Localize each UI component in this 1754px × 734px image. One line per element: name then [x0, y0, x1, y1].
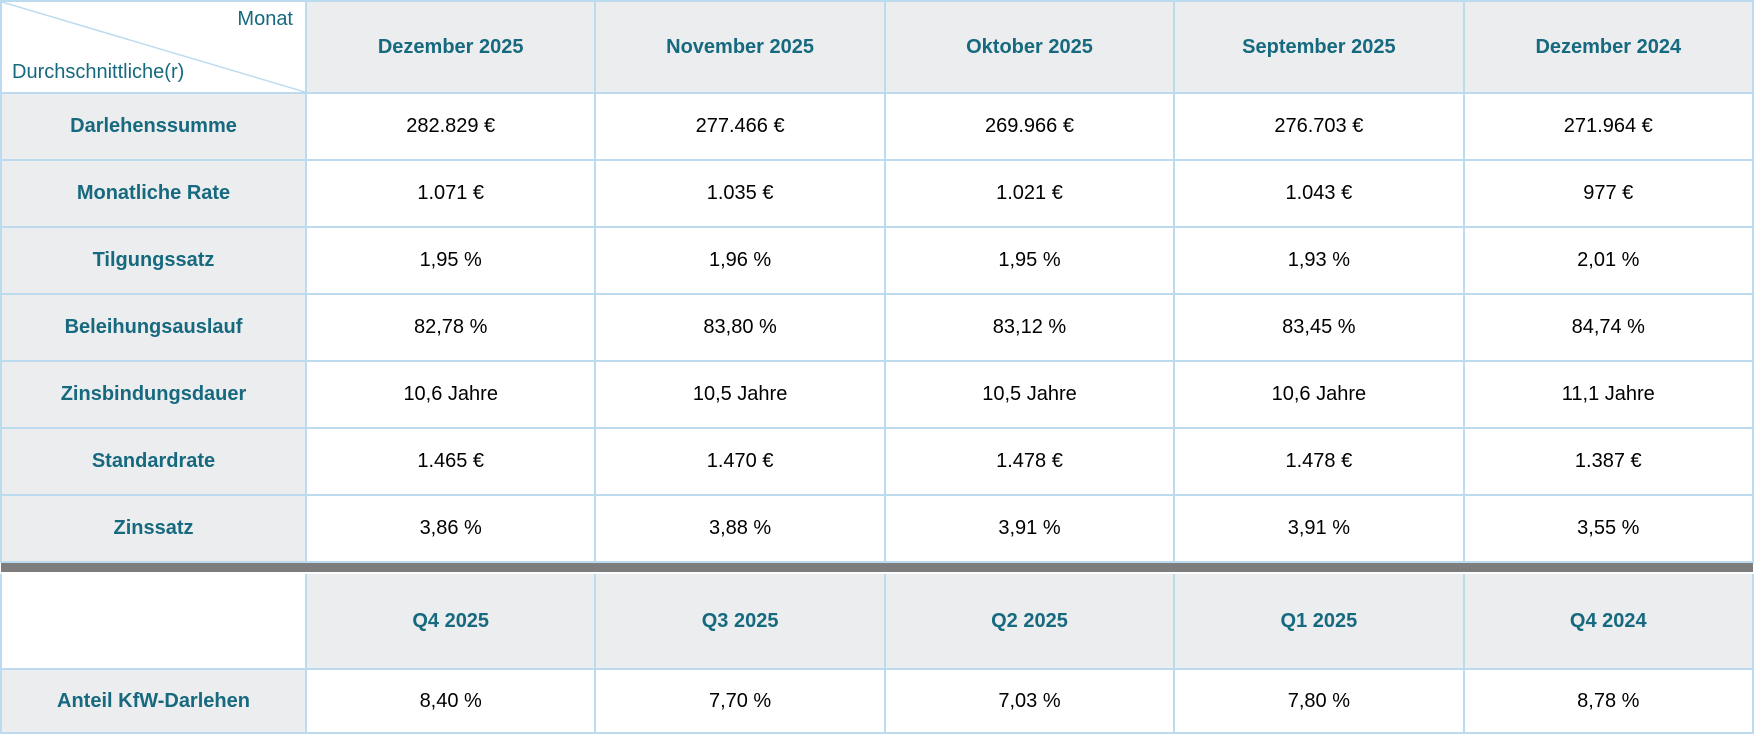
value-cell: 7,80 % [1173, 668, 1465, 734]
quarter-column-header: Q3 2025 [594, 572, 886, 670]
value-cell: 8,78 % [1462, 668, 1754, 734]
month-column-header: Oktober 2025 [883, 0, 1176, 94]
row-label: Tilgungssatz [0, 226, 307, 295]
value-cell: 1,95 % [883, 226, 1176, 295]
value-cell: 8,40 % [304, 668, 597, 734]
table-row: Zinsbindungsdauer 10,6 Jahre 10,5 Jahre … [0, 360, 1754, 429]
section-divider [1, 561, 1753, 574]
quarter-column-header: Q4 2025 [304, 572, 597, 670]
value-cell: 1.071 € [304, 159, 597, 228]
row-label: Anteil KfW-Darlehen [0, 668, 307, 734]
value-cell: 269.966 € [883, 92, 1176, 161]
value-cell: 1.021 € [883, 159, 1176, 228]
diagonal-divider-line [2, 2, 305, 92]
table-row: Monatliche Rate 1.071 € 1.035 € 1.021 € … [0, 159, 1754, 228]
corner-label-durchschnittliche: Durchschnittliche(r) [12, 61, 185, 83]
value-cell: 1.478 € [1173, 427, 1465, 496]
value-cell: 3,91 % [883, 494, 1176, 563]
value-cell: 10,6 Jahre [1173, 360, 1465, 429]
row-label: Monatliche Rate [0, 159, 307, 228]
value-cell: 10,6 Jahre [304, 360, 597, 429]
value-cell: 84,74 % [1462, 293, 1754, 362]
quarter-column-header: Q4 2024 [1462, 572, 1754, 670]
table-row: Standardrate 1.465 € 1.470 € 1.478 € 1.4… [0, 427, 1754, 496]
value-cell: 82,78 % [304, 293, 597, 362]
value-cell: 10,5 Jahre [594, 360, 886, 429]
value-cell: 1.465 € [304, 427, 597, 496]
value-cell: 271.964 € [1462, 92, 1754, 161]
value-cell: 83,80 % [594, 293, 886, 362]
row-label: Standardrate [0, 427, 307, 496]
value-cell: 7,70 % [594, 668, 886, 734]
row-label: Beleihungsauslauf [0, 293, 307, 362]
row-label: Darlehenssumme [0, 92, 307, 161]
quarter-header-row: Q4 2025 Q3 2025 Q2 2025 Q1 2025 Q4 2024 [0, 572, 1754, 670]
value-cell: 3,86 % [304, 494, 597, 563]
value-cell: 7,03 % [883, 668, 1176, 734]
value-cell: 977 € [1462, 159, 1754, 228]
value-cell: 1,93 % [1173, 226, 1465, 295]
table-row: Beleihungsauslauf 82,78 % 83,80 % 83,12 … [0, 293, 1754, 362]
table-row: Darlehenssumme 282.829 € 277.466 € 269.9… [0, 92, 1754, 161]
quarter-corner-empty-cell [0, 572, 307, 670]
month-header-row: Monat Durchschnittliche(r) Dezember 2025… [0, 0, 1754, 94]
value-cell: 1.043 € [1173, 159, 1465, 228]
value-cell: 11,1 Jahre [1462, 360, 1754, 429]
value-cell: 83,12 % [883, 293, 1176, 362]
quarter-column-header: Q2 2025 [883, 572, 1176, 670]
month-column-header: Dezember 2025 [304, 0, 597, 94]
month-column-header: Dezember 2024 [1462, 0, 1754, 94]
value-cell: 10,5 Jahre [883, 360, 1176, 429]
month-column-header: November 2025 [594, 0, 886, 94]
value-cell: 277.466 € [594, 92, 886, 161]
value-cell: 3,91 % [1173, 494, 1465, 563]
row-label: Zinsbindungsdauer [0, 360, 307, 429]
value-cell: 1.478 € [883, 427, 1176, 496]
value-cell: 1.035 € [594, 159, 886, 228]
value-cell: 1.470 € [594, 427, 886, 496]
corner-cell: Monat Durchschnittliche(r) [0, 0, 307, 94]
table-row: Anteil KfW-Darlehen 8,40 % 7,70 % 7,03 %… [0, 668, 1754, 734]
value-cell: 276.703 € [1173, 92, 1465, 161]
value-cell: 282.829 € [304, 92, 597, 161]
corner-label-monat: Monat [237, 8, 293, 30]
value-cell: 2,01 % [1462, 226, 1754, 295]
value-cell: 3,88 % [594, 494, 886, 563]
value-cell: 83,45 % [1173, 293, 1465, 362]
value-cell: 1,96 % [594, 226, 886, 295]
section-divider-bar [1, 561, 1753, 574]
table-row: Zinssatz 3,86 % 3,88 % 3,91 % 3,91 % 3,5… [0, 494, 1754, 563]
row-label: Zinssatz [0, 494, 307, 563]
value-cell: 1.387 € [1462, 427, 1754, 496]
value-cell: 3,55 % [1462, 494, 1754, 563]
value-cell: 1,95 % [304, 226, 597, 295]
table-row: Tilgungssatz 1,95 % 1,96 % 1,95 % 1,93 %… [0, 226, 1754, 295]
month-column-header: September 2025 [1173, 0, 1465, 94]
quarter-column-header: Q1 2025 [1173, 572, 1465, 670]
